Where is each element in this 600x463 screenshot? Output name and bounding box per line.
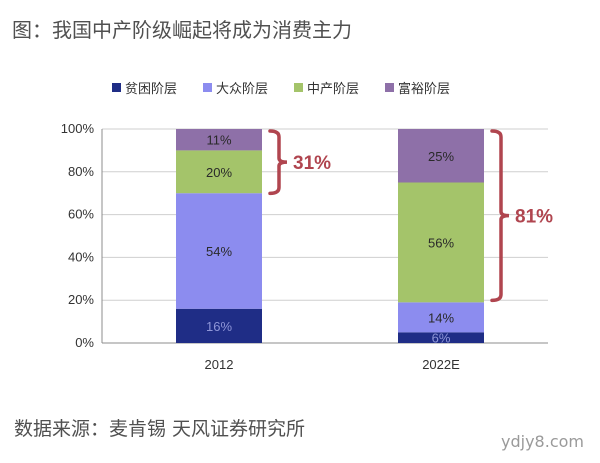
bar-segment-1 xyxy=(176,308,262,343)
y-tick-label: 80% xyxy=(68,164,94,179)
watermark: ydjy8.com xyxy=(501,432,584,451)
y-tick-label: 0% xyxy=(75,335,94,350)
bar-segment-4 xyxy=(176,129,262,151)
legend-item: 贫困阶层 xyxy=(112,78,177,97)
legend-label: 大众阶层 xyxy=(216,82,269,97)
data-source-note: 数据来源：麦肯锡 天风证券研究所 xyxy=(14,418,306,440)
legend-label: 中产阶层 xyxy=(307,82,360,97)
data-label: 20% xyxy=(206,165,232,180)
bar-segment-4 xyxy=(398,129,484,183)
data-label: 56% xyxy=(428,235,454,250)
chart-legend: 贫困阶层 大众阶层 中产阶层 富裕阶层 xyxy=(112,78,450,97)
bar-segment-2 xyxy=(398,302,484,333)
data-label: 16% xyxy=(206,319,232,334)
data-label: 25% xyxy=(428,149,454,164)
x-tick-label: 2022E xyxy=(422,357,460,372)
bar-segment-3 xyxy=(398,182,484,303)
y-tick-label: 60% xyxy=(68,207,94,222)
legend-item: 中产阶层 xyxy=(294,78,359,97)
x-tick-label: 2012 xyxy=(205,357,234,372)
annotation-brace xyxy=(268,129,288,196)
data-label: 14% xyxy=(428,310,454,325)
legend-label: 富裕阶层 xyxy=(398,82,451,97)
data-label: 6% xyxy=(432,331,451,346)
legend-item: 大众阶层 xyxy=(203,78,268,97)
legend-swatch xyxy=(294,83,304,92)
chart-title: 图：我国中产阶级崛起将成为消费主力 xyxy=(12,18,352,42)
y-tick-label: 100% xyxy=(61,121,95,136)
annotation-brace xyxy=(490,129,510,303)
annotation-callout: 31% xyxy=(293,153,331,174)
bar-segment-1 xyxy=(398,332,484,343)
y-tick-label: 40% xyxy=(68,249,94,264)
y-tick-label: 20% xyxy=(68,292,94,307)
bar-segment-3 xyxy=(176,150,262,194)
data-label: 54% xyxy=(206,244,232,259)
annotation-callout: 81% xyxy=(515,207,553,228)
data-label: 11% xyxy=(206,133,231,148)
legend-swatch xyxy=(203,83,213,92)
bar-segment-2 xyxy=(176,193,262,309)
legend-swatch xyxy=(112,83,121,92)
legend-swatch xyxy=(385,83,395,92)
legend-label: 贫困阶层 xyxy=(125,82,178,97)
legend-item: 富裕阶层 xyxy=(385,78,450,97)
